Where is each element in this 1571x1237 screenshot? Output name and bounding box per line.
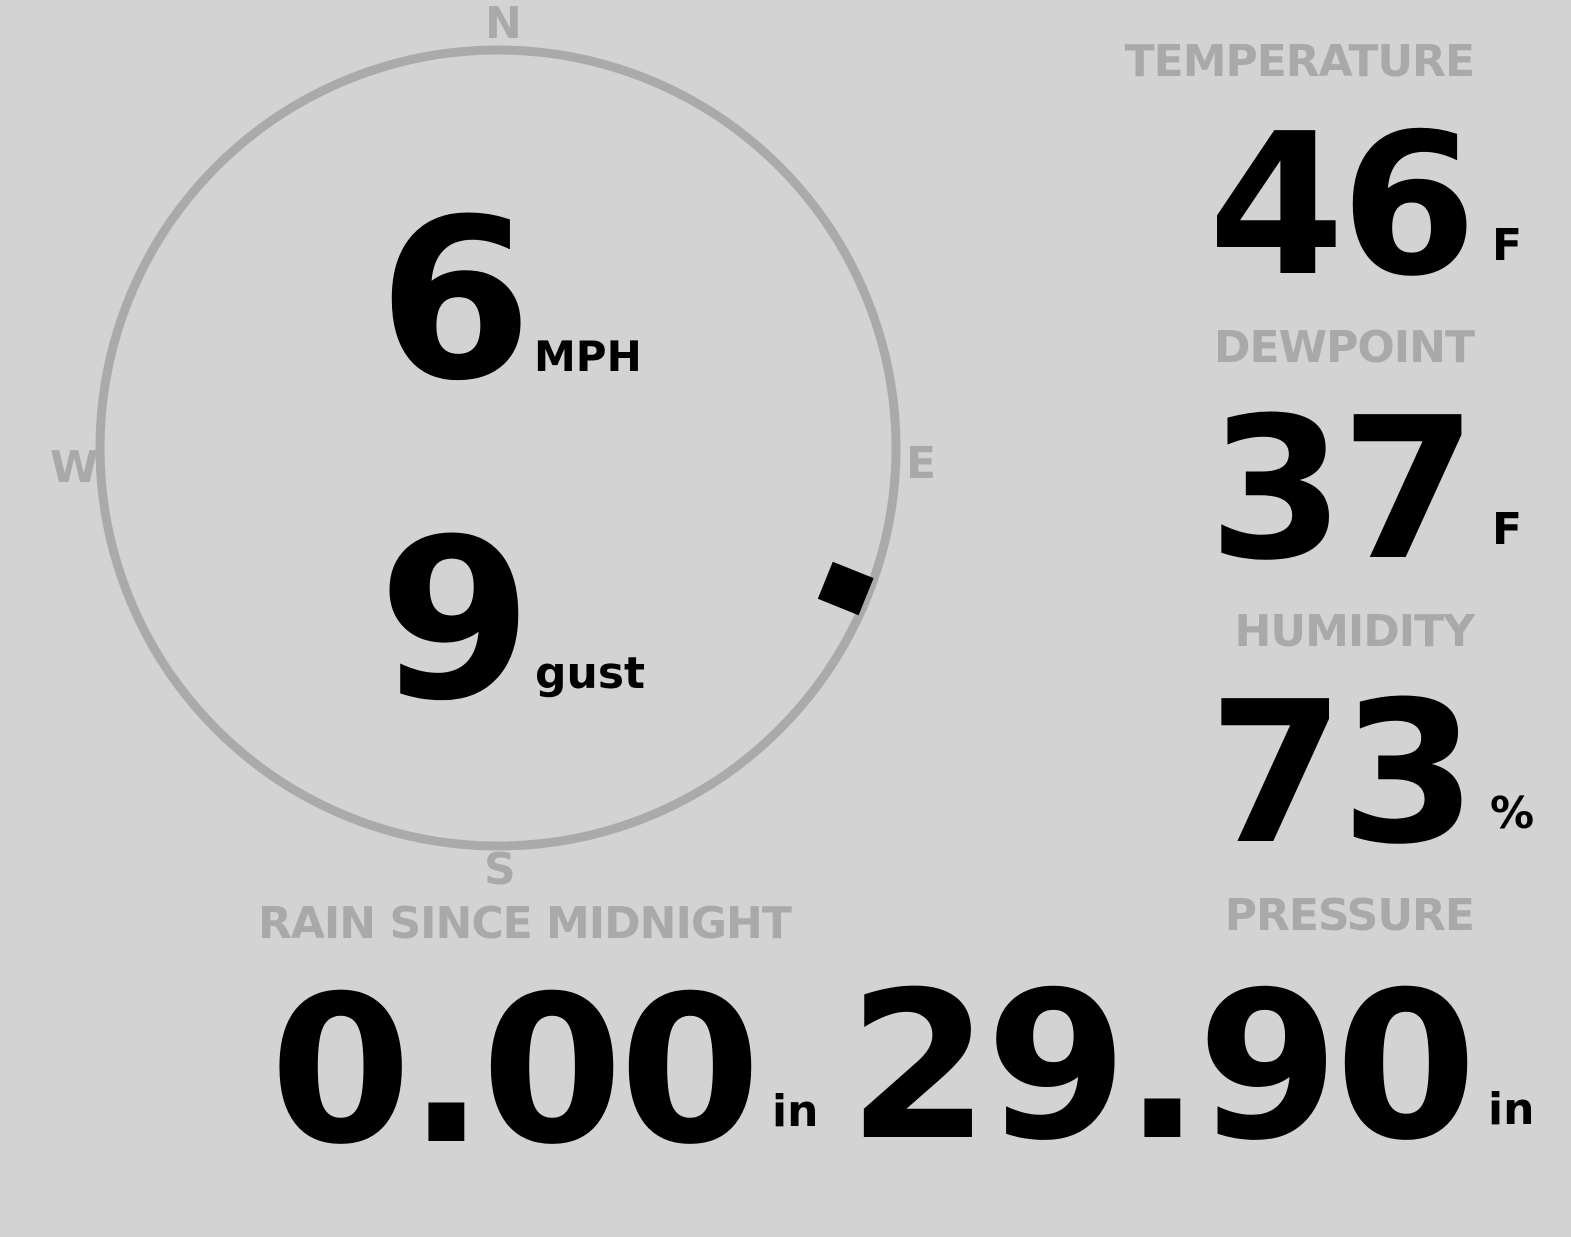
humidity-value: 73 bbox=[1208, 660, 1477, 888]
pressure-label: PRESSURE bbox=[1224, 890, 1475, 941]
wind-gust-unit: gust bbox=[535, 648, 646, 699]
rain-value: 0.00 bbox=[269, 953, 761, 1190]
compass-ring bbox=[95, 45, 901, 851]
dewpoint-value: 37 bbox=[1208, 376, 1477, 604]
temperature-label: TEMPERATURE bbox=[1124, 36, 1475, 87]
humidity-label: HUMIDITY bbox=[1234, 606, 1475, 657]
humidity-unit: % bbox=[1490, 788, 1535, 839]
wind-gust-value: 9 bbox=[378, 492, 532, 750]
dewpoint-label: DEWPOINT bbox=[1214, 322, 1475, 373]
rain-label: RAIN SINCE MIDNIGHT bbox=[258, 898, 792, 949]
dewpoint-unit: F bbox=[1492, 504, 1523, 555]
compass-east: E bbox=[906, 438, 937, 489]
wind-direction-marker bbox=[817, 561, 874, 616]
temperature-value: 46 bbox=[1208, 92, 1477, 320]
pressure-value: 29.90 bbox=[847, 949, 1477, 1186]
compass-south: S bbox=[484, 844, 516, 895]
wind-speed-value: 6 bbox=[378, 172, 532, 430]
temperature-unit: F bbox=[1492, 220, 1523, 271]
compass-north: N bbox=[485, 0, 522, 49]
pressure-unit: in bbox=[1488, 1084, 1535, 1135]
wind-speed-unit: MPH bbox=[534, 332, 642, 381]
compass-west: W bbox=[50, 442, 99, 493]
rain-unit: in bbox=[772, 1086, 819, 1137]
